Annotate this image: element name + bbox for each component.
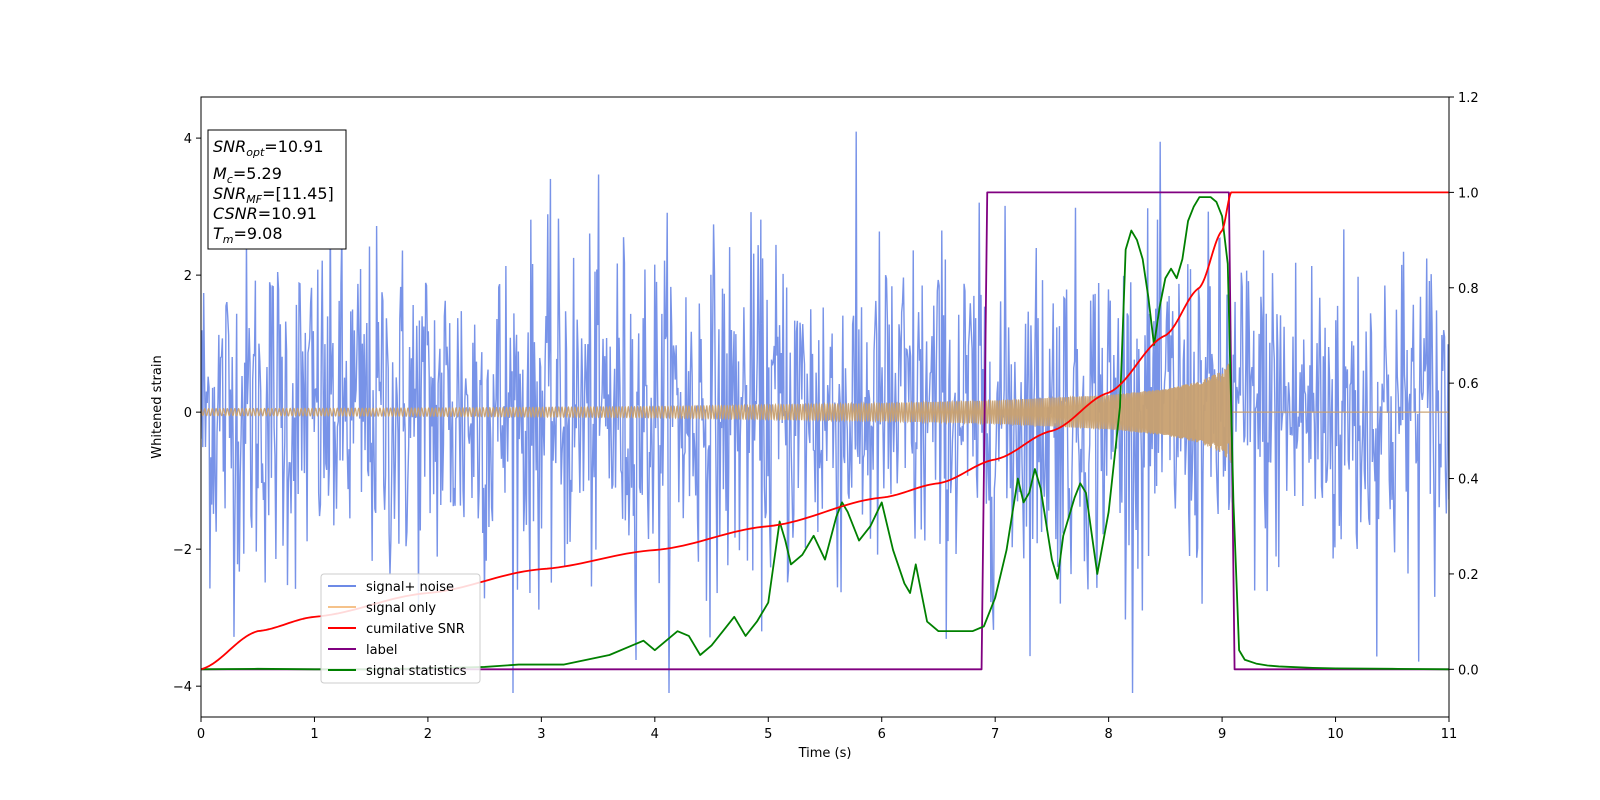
y-right-tick-label: 1.0 — [1458, 186, 1479, 201]
series-signal-only — [201, 361, 1449, 463]
y-left-axis-label: Whitened strain — [150, 355, 165, 458]
x-axis-label: Time (s) — [798, 746, 852, 761]
y-right-tick-label: 0.0 — [1458, 663, 1479, 678]
plot-frame — [200, 96, 1450, 718]
x-tick-label: 4 — [651, 727, 659, 742]
info-box: SNRopt=10.91 Mc=5.29 SNRMF=[11.45] CSNR=… — [207, 129, 347, 250]
y-right-tick-label: 0.6 — [1458, 377, 1479, 392]
y-right-axis-ticks: 0.0 0.2 0.4 0.6 0.8 1.0 1.2 — [1449, 91, 1479, 678]
y-right-tick-label: 1.2 — [1458, 91, 1479, 106]
x-tick-label: 5 — [764, 727, 772, 742]
legend-frame — [320, 573, 481, 684]
legend-label: signal+ noise — [366, 580, 454, 595]
y-left-tick-label: −2 — [173, 543, 192, 558]
x-tick-label: 1 — [310, 727, 318, 742]
series-label — [201, 191, 1449, 671]
legend-label: cumilative SNR — [366, 622, 465, 637]
y-right-tick-label: 0.4 — [1458, 473, 1479, 488]
x-tick-label: 8 — [1104, 727, 1112, 742]
x-tick-label: 9 — [1218, 727, 1226, 742]
info-csnr: CSNR=10.91 — [213, 204, 317, 223]
y-left-tick-label: −4 — [173, 680, 192, 695]
y-left-tick-label: 4 — [184, 132, 192, 147]
x-tick-label: 3 — [537, 727, 545, 742]
x-axis-ticks: 0 1 2 3 4 5 6 7 8 9 10 11 — [197, 717, 1457, 742]
x-tick-label: 7 — [991, 727, 999, 742]
info-mc: Mc=5.29 — [213, 164, 282, 186]
series-signal-statistics — [201, 196, 1449, 671]
legend-label: signal only — [366, 601, 436, 616]
y-right-tick-label: 0.2 — [1458, 568, 1479, 583]
legend: signal+ noise signal only cumilative SNR la… — [320, 573, 481, 684]
x-tick-label: 6 — [878, 727, 886, 742]
y-left-tick-label: 2 — [184, 269, 192, 284]
info-snr-mf: SNRMF=[11.45] — [213, 184, 334, 206]
info-box-frame — [207, 129, 347, 250]
y-left-axis-ticks: −4 −2 0 2 4 — [173, 132, 201, 695]
legend-label: signal statistics — [366, 664, 467, 679]
info-snr-opt: SNRopt=10.91 — [213, 137, 324, 159]
x-tick-label: 0 — [197, 727, 205, 742]
y-right-tick-label: 0.8 — [1458, 282, 1479, 297]
x-tick-label: 10 — [1327, 727, 1344, 742]
x-tick-label: 2 — [424, 727, 432, 742]
x-tick-label: 11 — [1441, 727, 1458, 742]
y-left-tick-label: 0 — [184, 406, 192, 421]
info-tm: Tm=9.08 — [213, 224, 283, 246]
legend-label: label — [366, 643, 397, 658]
